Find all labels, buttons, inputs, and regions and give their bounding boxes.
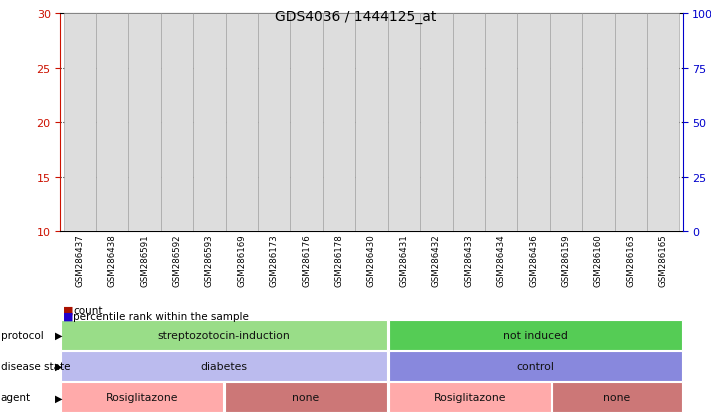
- Text: ▶: ▶: [55, 392, 63, 402]
- Bar: [356, 14, 387, 231]
- Bar: [136, 225, 154, 231]
- Bar: [64, 14, 96, 231]
- Point: [333, 195, 345, 202]
- Bar: [525, 166, 542, 231]
- Bar: [323, 14, 356, 231]
- Point: [560, 181, 572, 188]
- Text: disease state: disease state: [1, 361, 70, 371]
- Bar: [582, 14, 614, 231]
- Bar: [518, 14, 550, 231]
- Text: not induced: not induced: [503, 330, 567, 340]
- Text: ▶: ▶: [55, 361, 63, 371]
- Point: [74, 176, 85, 183]
- Bar: [233, 66, 251, 231]
- Text: none: none: [604, 392, 631, 402]
- Text: Rosiglitazone: Rosiglitazone: [106, 392, 178, 402]
- Bar: [225, 14, 258, 231]
- Bar: [201, 227, 218, 231]
- Point: [658, 174, 669, 180]
- Point: [496, 195, 507, 202]
- Bar: [103, 199, 121, 231]
- Point: [139, 195, 150, 202]
- Bar: [614, 14, 647, 231]
- Point: [365, 176, 377, 183]
- Bar: [427, 197, 445, 231]
- Point: [204, 198, 215, 204]
- Point: [528, 176, 539, 183]
- Text: percentile rank within the sample: percentile rank within the sample: [73, 311, 249, 321]
- Bar: [550, 14, 582, 231]
- Bar: [654, 150, 672, 231]
- Bar: [96, 14, 129, 231]
- Bar: [363, 183, 380, 231]
- Point: [625, 176, 636, 183]
- Bar: [395, 221, 413, 231]
- Bar: [557, 179, 574, 231]
- Bar: [265, 218, 283, 231]
- Point: [431, 193, 442, 200]
- Bar: [492, 212, 510, 231]
- Text: agent: agent: [1, 392, 31, 402]
- Text: GDS4036 / 1444125_at: GDS4036 / 1444125_at: [275, 10, 436, 24]
- Bar: [169, 210, 186, 231]
- Bar: [291, 14, 323, 231]
- Point: [398, 179, 410, 186]
- Point: [593, 183, 604, 189]
- Bar: [622, 164, 640, 231]
- Point: [236, 163, 247, 169]
- Bar: [193, 14, 225, 231]
- Text: Rosiglitazone: Rosiglitazone: [434, 392, 506, 402]
- Bar: [298, 190, 316, 231]
- Point: [171, 190, 183, 197]
- Point: [463, 190, 474, 197]
- Bar: [129, 14, 161, 231]
- Bar: [330, 218, 348, 231]
- Point: [107, 185, 118, 191]
- Bar: [258, 14, 291, 231]
- Bar: [485, 14, 518, 231]
- Text: ■: ■: [63, 311, 74, 321]
- Point: [301, 187, 312, 193]
- Text: count: count: [73, 305, 102, 315]
- Bar: [589, 183, 607, 231]
- Text: streptozotocin-induction: streptozotocin-induction: [158, 330, 291, 340]
- Text: protocol: protocol: [1, 330, 43, 340]
- Point: [269, 201, 280, 207]
- Text: ▶: ▶: [55, 330, 63, 340]
- Bar: [71, 150, 89, 231]
- Text: none: none: [292, 392, 320, 402]
- Text: control: control: [516, 361, 554, 371]
- Bar: [387, 14, 420, 231]
- Bar: [647, 14, 679, 231]
- Text: ■: ■: [63, 305, 74, 315]
- Bar: [460, 190, 478, 231]
- Bar: [420, 14, 452, 231]
- Text: diabetes: diabetes: [201, 361, 247, 371]
- Bar: [161, 14, 193, 231]
- Bar: [452, 14, 485, 231]
